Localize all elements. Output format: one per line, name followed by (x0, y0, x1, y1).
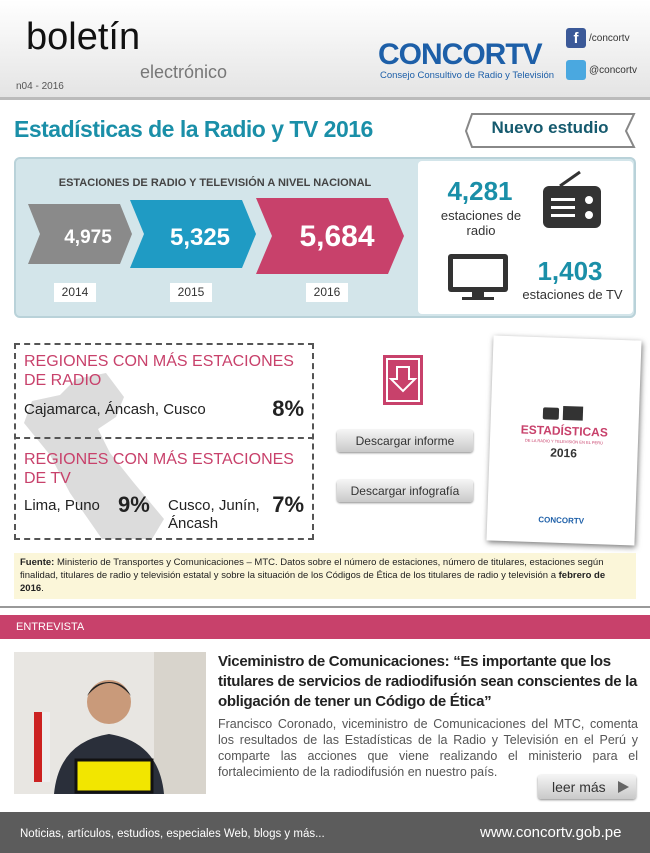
badge-shape (464, 113, 636, 148)
issue: n04 - 2016 (16, 81, 64, 92)
read-more-label[interactable]: leer más (552, 779, 606, 795)
tv-count: 1,403 (537, 256, 603, 286)
cover-icons (542, 405, 584, 421)
radio-label: estaciones de radio (440, 208, 522, 238)
footer-tagline: Noticias, artículos, estudios, especiale… (20, 828, 325, 840)
year-value: 5,684 (299, 220, 375, 253)
brand: CONCORTV (378, 38, 543, 71)
interview-body: Francisco Coronado, viceministro de Comu… (218, 717, 638, 779)
interview-photo (14, 652, 206, 794)
report-cover[interactable]: ESTADÍSTICAS DE LA RADIO Y TELEVISIÓN EN… (486, 335, 642, 546)
source-note: Fuente: Ministerio de Transportes y Comu… (14, 553, 636, 599)
radio-count: 4,281 (447, 176, 513, 206)
source-end: . (41, 583, 44, 594)
divider (14, 437, 314, 439)
read-more-button[interactable]: leer más (538, 775, 636, 799)
tv-icon (448, 254, 508, 300)
radio-icon (543, 170, 601, 228)
newsletter-subtitle: electrónico (140, 62, 228, 82)
badge[interactable]: Nuevo estudio (491, 118, 609, 137)
arrow-icon (618, 781, 629, 793)
region-list: Lima, Puno (24, 497, 100, 514)
region-percent: 9% (118, 492, 150, 517)
region-percent: 7% (272, 492, 304, 517)
year-arrows (28, 198, 404, 274)
region-title: REGIONES CON MÁS ESTACIONES DE TV (24, 451, 294, 487)
source-label: Fuente: (20, 557, 55, 568)
year-label: 2015 (170, 283, 212, 302)
footer (0, 812, 650, 853)
download-icon[interactable] (383, 355, 423, 405)
regions-box (14, 343, 314, 540)
facebook-handle[interactable]: /concortv (589, 33, 630, 44)
peru-map (24, 373, 164, 539)
section-label: ENTREVISTA (16, 621, 85, 633)
year-value: 4,975 (64, 227, 112, 248)
section-bar (0, 615, 650, 639)
stats-heading: ESTACIONES DE RADIO Y TELEVISIÓN A NIVEL… (58, 177, 372, 189)
facebook-icon[interactable]: f (566, 28, 586, 48)
year-value: 5,325 (169, 224, 231, 251)
interview-headline[interactable]: Viceministro de Comunicaciones: “Es impo… (218, 653, 638, 710)
tv-label: estaciones de TV (522, 287, 623, 302)
header (0, 0, 650, 100)
region-percent: 8% (272, 396, 304, 421)
twitter-handle[interactable]: @concortv (589, 65, 637, 76)
region-list: Cajamarca, Áncash, Cusco (24, 401, 206, 418)
year-label: 2014 (54, 283, 96, 302)
section-title: Estadísticas de la Radio y TV 2016 (14, 116, 373, 142)
region-list: Cusco, Junín, Áncash (168, 497, 260, 532)
region-title: REGIONES CON MÁS ESTACIONES DE RADIO (24, 353, 294, 389)
divider (0, 606, 650, 608)
twitter-icon[interactable] (566, 60, 586, 80)
brand-tagline: Consejo Consultivo de Radio y Televisión (380, 70, 555, 81)
cover-brand: CONCORTV (538, 515, 585, 526)
cover-year: 2016 (549, 445, 578, 461)
footer-url[interactable]: www.concortv.gob.pe (480, 824, 622, 841)
source-text: Ministerio de Transportes y Comunicacion… (20, 557, 604, 581)
download-report-button[interactable]: Descargar informe (337, 430, 473, 452)
newsletter-title: boletín (26, 16, 141, 58)
year-label: 2016 (306, 283, 348, 302)
source-date: febrero de 2016 (20, 570, 606, 594)
download-infographic-button[interactable]: Descargar infografía (337, 480, 473, 502)
